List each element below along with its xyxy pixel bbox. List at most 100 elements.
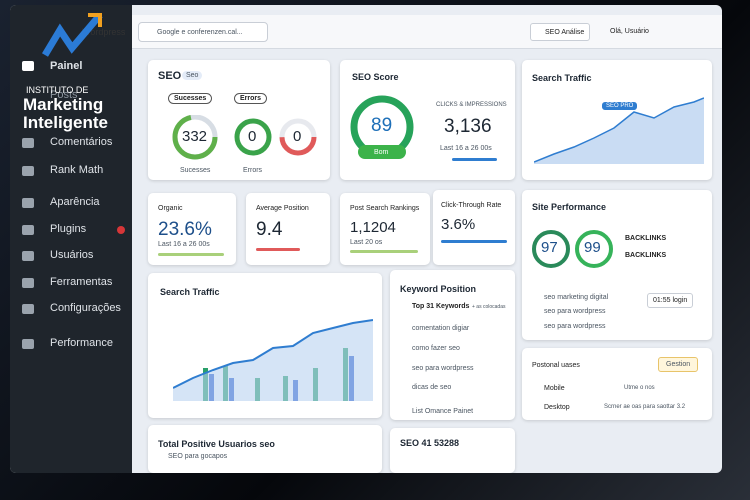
rating: Bom bbox=[374, 149, 389, 156]
stat-card: Click-Through Rate 3.6% bbox=[433, 190, 515, 265]
link[interactable]: seo para wordpress bbox=[544, 308, 606, 315]
site-name[interactable]: Wordpress bbox=[82, 27, 126, 37]
seo-score-card: SEO Score 89 Bom CLICKS & IMPRESSIONS 3,… bbox=[340, 60, 515, 180]
device: Mobile bbox=[544, 385, 565, 392]
menu-item[interactable]: Usuários bbox=[50, 249, 94, 261]
bottom-card: SEO 41 53288 bbox=[390, 428, 515, 473]
card-title: Search Traffic bbox=[160, 287, 220, 297]
value: 0 bbox=[248, 128, 257, 145]
stat-value: 23.6% bbox=[158, 219, 212, 240]
seo-button[interactable]: SEO Análise bbox=[530, 23, 590, 41]
search-text: Google e conferenzen.cal... bbox=[157, 29, 243, 36]
card-title: Search Traffic bbox=[532, 73, 592, 83]
logo: INSTITUTO DE Marketing Inteligente bbox=[18, 10, 130, 132]
icon bbox=[22, 198, 34, 208]
button-text: SEO Análise bbox=[545, 29, 585, 36]
device-note: Utme o nos bbox=[624, 385, 655, 391]
keyword-footer[interactable]: List Omance Painet bbox=[412, 408, 474, 415]
combo-chart bbox=[173, 319, 373, 401]
stat-title: Average Position bbox=[256, 205, 309, 212]
label: Errors bbox=[243, 167, 263, 174]
value: 332 bbox=[182, 128, 208, 145]
stat-note: Last 20 os bbox=[350, 239, 383, 246]
card-title: Site Performance bbox=[532, 202, 607, 212]
line-chart bbox=[534, 97, 704, 164]
keyword: seo para wordpress bbox=[412, 365, 474, 372]
seo-card: SEO Seo Sucesses Errors 332 0 0 Sucesses… bbox=[148, 60, 330, 180]
logo-mark bbox=[41, 12, 103, 57]
icon bbox=[22, 278, 34, 288]
card-title: SEO 41 53288 bbox=[400, 438, 460, 448]
stat-value: 9.4 bbox=[256, 219, 283, 240]
stat-value: 3.6% bbox=[441, 216, 476, 233]
value: 0 bbox=[293, 128, 302, 145]
menu-item[interactable]: Comentários bbox=[50, 136, 113, 148]
link[interactable]: seo para wordpress bbox=[544, 323, 606, 330]
stat-card: Organic 23.6% Last 16 a 26 00s bbox=[148, 193, 236, 265]
stat-card: Average Position 9.4 bbox=[246, 193, 330, 265]
score: 89 bbox=[371, 115, 393, 136]
stat-value: 1,1204 bbox=[350, 219, 396, 236]
stat-note: Last 16 a 26 00s bbox=[158, 241, 210, 248]
progress bbox=[256, 248, 300, 251]
keyword: comentation digiar bbox=[412, 325, 470, 332]
menu-item[interactable]: Configurações bbox=[50, 302, 121, 314]
menu-item[interactable]: Rank Math bbox=[50, 164, 104, 176]
score-ring bbox=[350, 95, 414, 159]
card-title: SEO bbox=[158, 70, 182, 82]
icon bbox=[22, 225, 34, 235]
traffic-card: Search Traffic bbox=[148, 273, 382, 418]
rings bbox=[532, 230, 613, 268]
tab[interactable]: Sucesses bbox=[168, 93, 213, 104]
metric-label: CLICKS & IMPRESSIONS bbox=[436, 102, 507, 108]
menu-item[interactable]: Performance bbox=[50, 337, 113, 349]
user[interactable]: Olá, Usuário bbox=[610, 28, 649, 35]
devices-card: Postonal uases Gestion Mobile Utme o nos… bbox=[522, 348, 712, 420]
device-note: Scrner ae oas para saottar 3.2 bbox=[604, 404, 686, 410]
stat-title: Click-Through Rate bbox=[441, 202, 502, 209]
stat-title: Post Search Rankings bbox=[350, 205, 420, 212]
card-title: SEO Score bbox=[352, 72, 399, 82]
icon bbox=[22, 138, 34, 148]
card-title: Postonal uases bbox=[532, 362, 580, 369]
keyword-top: Top 31 Keywords bbox=[412, 303, 470, 310]
logo-line: INSTITUTO DE bbox=[26, 85, 89, 95]
label: Sucesses bbox=[180, 167, 211, 174]
bottom-card: Total Positive Usuarios seo SEO para goc… bbox=[148, 425, 382, 473]
tab[interactable]: Errors bbox=[234, 93, 268, 104]
button[interactable]: Gestion bbox=[658, 357, 699, 372]
progress bbox=[158, 253, 224, 256]
stat-title: Organic bbox=[158, 205, 183, 212]
keyword: dicas de seo bbox=[412, 384, 452, 391]
card-title: Keyword Position bbox=[400, 284, 477, 294]
metric-value: 3,136 bbox=[444, 116, 492, 137]
menu-item[interactable]: Painel bbox=[50, 60, 83, 72]
icon bbox=[22, 61, 34, 71]
login-button[interactable]: 01:55 login bbox=[647, 293, 694, 308]
logo-line: Inteligente bbox=[23, 113, 109, 132]
menu-item[interactable]: Posts bbox=[50, 89, 78, 101]
stat-card: Post Search Rankings 1,1204 Last 20 os bbox=[340, 193, 430, 265]
top-bar: Wordpress Google e conferenzen.cal... SE… bbox=[82, 15, 722, 49]
search-box[interactable]: Google e conferenzen.cal... bbox=[138, 22, 268, 42]
row-label: BACKLINKS bbox=[625, 252, 667, 259]
score: 99 bbox=[584, 239, 601, 256]
link[interactable]: seo marketing digital bbox=[544, 294, 609, 301]
progress bbox=[441, 240, 507, 243]
screen: Painel Posts Comentários Rank Math Aparê… bbox=[10, 5, 722, 473]
menu-item[interactable]: Plugins bbox=[50, 223, 87, 235]
progress bbox=[350, 250, 418, 253]
progress bbox=[452, 158, 497, 161]
keyword-note: + as colocadas bbox=[472, 304, 506, 310]
site-performance-card: Site Performance 97 99 BACKLINKS BACKLIN… bbox=[522, 190, 712, 340]
badge: Seo bbox=[182, 71, 203, 80]
traffic-card: Search Traffic SEO PRO bbox=[522, 60, 712, 180]
device: Desktop bbox=[544, 404, 570, 411]
menu-item[interactable]: Ferramentas bbox=[50, 276, 113, 288]
card-title: Total Positive Usuarios seo bbox=[158, 439, 275, 449]
sidebar: Painel Posts Comentários Rank Math Aparê… bbox=[10, 5, 132, 473]
menu-item[interactable]: Aparência bbox=[50, 196, 100, 208]
score: 97 bbox=[541, 239, 558, 256]
badge bbox=[117, 226, 125, 234]
